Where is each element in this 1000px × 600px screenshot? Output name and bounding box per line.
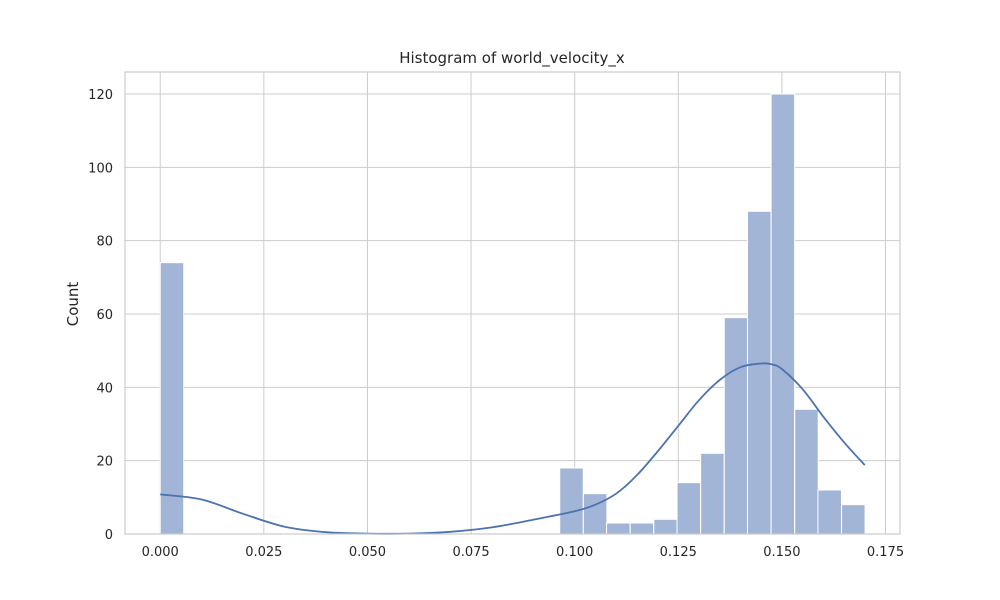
- x-tick-label: 0.000: [142, 545, 179, 560]
- x-axis-ticks: 0.000 0.025 0.050 0.075 0.100 0.125 0.150 0.175: [142, 545, 904, 560]
- chart-title: Histogram of world_velocity_x: [399, 49, 625, 68]
- histogram-bar: [559, 467, 584, 535]
- histogram-bar: [653, 518, 678, 535]
- histogram-bar: [746, 210, 772, 535]
- plot-frame: [124, 71, 901, 535]
- x-tick-label: 0.075: [452, 545, 489, 560]
- x-tick-label: 0.025: [245, 545, 282, 560]
- histogram-bar: [629, 522, 655, 535]
- y-axis-ticks: 0 20 40 60 80 100 120: [88, 88, 113, 543]
- y-tick-label: 100: [88, 161, 113, 176]
- histogram-bar: [794, 408, 819, 535]
- y-tick-label: 120: [88, 88, 113, 103]
- y-tick-label: 0: [105, 528, 113, 543]
- y-tick-label: 60: [96, 308, 113, 323]
- x-tick-label: 0.050: [349, 545, 386, 560]
- histogram-bar: [723, 317, 749, 535]
- y-tick-label: 80: [96, 235, 113, 250]
- histogram-bar: [606, 522, 631, 535]
- x-tick-label: 0.125: [660, 545, 697, 560]
- kde-curve: [160, 362, 866, 535]
- x-tick-label: 0.100: [556, 545, 593, 560]
- histogram-bar: [582, 493, 608, 535]
- histogram-bar: [676, 482, 702, 535]
- y-tick-label: 40: [96, 381, 113, 396]
- histogram-bar: [159, 262, 185, 535]
- x-tick-label: 0.175: [867, 545, 904, 560]
- x-tick-label: 0.150: [763, 545, 800, 560]
- kde-line: [160, 362, 866, 535]
- histogram-bar: [700, 452, 725, 535]
- histogram-bar: [841, 504, 866, 535]
- histogram-bar: [817, 489, 842, 535]
- y-axis-label: Count: [64, 282, 82, 327]
- histogram-bar: [770, 93, 796, 535]
- histogram-bars: [159, 93, 866, 535]
- y-tick-label: 20: [96, 455, 113, 470]
